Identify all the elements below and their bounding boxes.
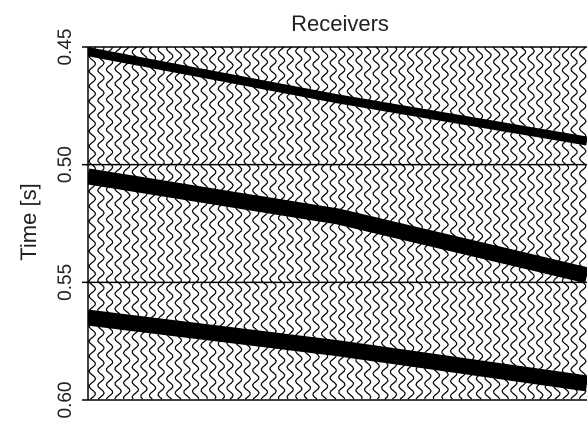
y-tick-label: 0.60 [55,382,76,419]
trace [442,47,448,399]
trace [124,47,130,399]
trace [132,47,138,399]
trace [519,47,525,399]
trace [511,47,517,399]
trace [141,47,147,399]
trace [451,47,457,399]
trace [184,47,190,399]
trace [494,47,500,399]
trace [580,47,586,399]
chart: Receivers Time [s] 0.45 0.50 0.55 0.60 [0,0,587,426]
trace [175,47,181,399]
trace [98,47,104,399]
event-band [88,52,587,141]
trace [485,47,491,399]
trace [89,47,95,399]
trace [528,47,534,399]
y-axis-label: Time [s] [16,183,41,260]
trace [416,47,422,399]
trace [235,47,241,399]
plot-area [88,47,587,399]
y-tick-label: 0.55 [55,264,76,301]
trace [425,47,431,399]
trace [106,47,112,399]
trace [408,47,414,399]
trace [571,47,577,399]
trace [149,47,155,399]
trace [167,47,173,399]
trace [459,47,465,399]
trace [468,47,474,399]
chart-title: Receivers [291,11,389,36]
trace [158,47,164,399]
trace [562,47,568,399]
trace [476,47,482,399]
trace [537,47,543,399]
trace [210,47,216,399]
trace [218,47,224,399]
trace [192,47,198,399]
y-tick-label: 0.50 [55,146,76,183]
y-tick-label: 0.45 [55,29,76,66]
trace [201,47,207,399]
trace [227,47,233,399]
trace [502,47,508,399]
trace [433,47,439,399]
trace [545,47,551,399]
trace [244,47,250,399]
event-band [88,176,587,275]
trace [554,47,560,399]
trace [115,47,121,399]
